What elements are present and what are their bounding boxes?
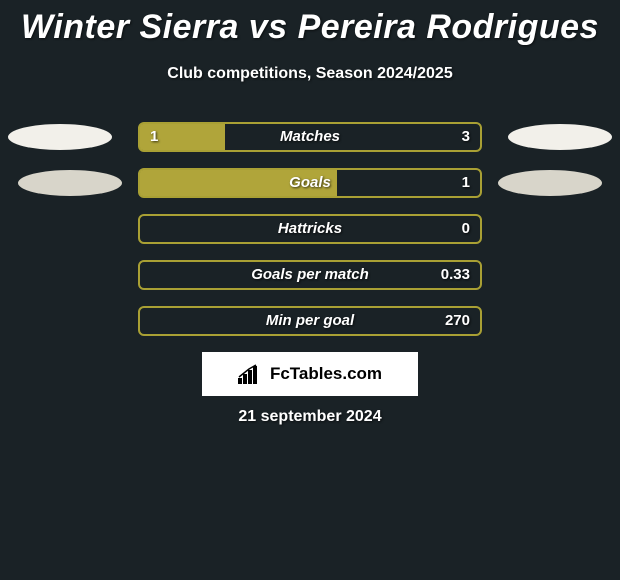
player-pill-left xyxy=(18,170,122,196)
brand-text: FcTables.com xyxy=(270,364,382,384)
brand-box: FcTables.com xyxy=(202,352,418,396)
stat-row: Hattricks0 xyxy=(0,210,620,256)
player-pill-left xyxy=(8,124,112,150)
stat-row: Min per goal270 xyxy=(0,302,620,348)
player-pill-right xyxy=(498,170,602,196)
stat-label: Goals per match xyxy=(140,266,480,283)
stat-value-right: 1 xyxy=(462,174,470,191)
page-title: Winter Sierra vs Pereira Rodrigues xyxy=(0,0,620,47)
stat-row: Goals per match0.33 xyxy=(0,256,620,302)
stats-area: 1Matches3 Goals1 Hattricks0 Goals per match… xyxy=(0,118,620,348)
update-date: 21 september 2024 xyxy=(0,408,620,426)
subtitle: Club competitions, Season 2024/2025 xyxy=(0,65,620,83)
stat-value-right: 270 xyxy=(445,312,470,329)
stat-value-left: 1 xyxy=(150,128,158,145)
stat-row: 1Matches3 xyxy=(0,118,620,164)
stat-bar: Goals per match0.33 xyxy=(138,260,482,290)
player-pill-right xyxy=(508,124,612,150)
stat-bar: 1Matches3 xyxy=(138,122,482,152)
stat-label: Hattricks xyxy=(140,220,480,237)
stat-row: Goals1 xyxy=(0,164,620,210)
stat-bar: Min per goal270 xyxy=(138,306,482,336)
stat-bar: Hattricks0 xyxy=(138,214,482,244)
stat-label: Min per goal xyxy=(140,312,480,329)
stat-bar: Goals1 xyxy=(138,168,482,198)
stat-value-right: 0 xyxy=(462,220,470,237)
stat-value-right: 0.33 xyxy=(441,266,470,283)
bars-icon xyxy=(238,364,264,384)
stat-bar-fill xyxy=(140,170,337,196)
stat-value-right: 3 xyxy=(462,128,470,145)
